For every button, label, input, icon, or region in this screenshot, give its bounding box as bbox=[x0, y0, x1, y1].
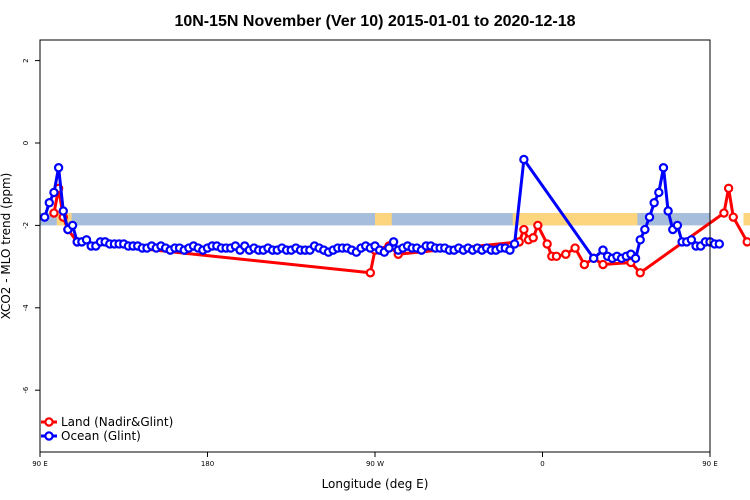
data-point bbox=[635, 235, 645, 245]
series-ocean bbox=[39, 154, 725, 264]
data-point bbox=[570, 243, 580, 253]
x-tick-label: 90 E bbox=[32, 460, 48, 468]
data-point bbox=[663, 206, 673, 216]
data-point bbox=[542, 239, 552, 249]
x-tick-label: 90 W bbox=[366, 460, 384, 468]
data-point bbox=[533, 220, 543, 231]
data-point bbox=[519, 154, 529, 165]
data-point bbox=[723, 183, 734, 194]
data-point bbox=[505, 245, 515, 255]
y-axis: 2 0 -2 -4 -6 bbox=[22, 40, 41, 452]
data-point bbox=[654, 187, 664, 198]
data-point bbox=[728, 212, 738, 222]
x-tick-label: 90 E bbox=[702, 460, 718, 468]
series-line bbox=[52, 186, 749, 275]
data-point bbox=[630, 253, 641, 264]
data-point bbox=[742, 237, 750, 247]
land-band-segment bbox=[512, 213, 638, 226]
land-ocean-band bbox=[40, 213, 750, 226]
data-point bbox=[53, 163, 64, 173]
data-point bbox=[649, 198, 659, 208]
data-point bbox=[686, 235, 697, 245]
data-point bbox=[644, 212, 655, 222]
data-point bbox=[509, 239, 520, 249]
data-point bbox=[714, 239, 725, 249]
data-point bbox=[561, 249, 571, 259]
data-point bbox=[719, 208, 729, 218]
legend-marker bbox=[44, 417, 54, 427]
x-tick-label: 0 bbox=[540, 460, 544, 468]
data-point bbox=[67, 220, 78, 231]
data-point bbox=[44, 198, 55, 208]
legend-label: Ocean (Glint) bbox=[61, 429, 141, 443]
data-point bbox=[635, 268, 645, 278]
y-tick-label: 2 bbox=[22, 58, 30, 62]
chart-title: 10N-15N November (Ver 10) 2015-01-01 to … bbox=[174, 13, 575, 30]
data-point bbox=[519, 224, 529, 235]
series-layer bbox=[39, 154, 750, 278]
data-point bbox=[640, 224, 650, 235]
data-point bbox=[384, 243, 394, 253]
x-axis-label: Longitude (deg E) bbox=[322, 477, 429, 491]
data-point bbox=[551, 251, 562, 261]
legend-item: Land (Nadir&Glint) bbox=[41, 415, 173, 429]
legend-label: Land (Nadir&Glint) bbox=[61, 415, 173, 429]
x-tick-label: 180 bbox=[201, 460, 214, 468]
data-point bbox=[49, 187, 59, 198]
data-point bbox=[365, 268, 376, 278]
data-point bbox=[58, 206, 68, 216]
land-band-segment bbox=[743, 213, 750, 226]
data-point bbox=[588, 253, 599, 264]
y-axis-label: XCO2 - MLO trend (ppm) bbox=[0, 173, 13, 320]
land-band-segment bbox=[375, 213, 392, 226]
x-axis: 90 E 180 90 W 0 90 E bbox=[32, 451, 718, 468]
y-tick-label: -4 bbox=[22, 304, 30, 312]
data-point bbox=[81, 235, 92, 245]
y-tick-label: -2 bbox=[22, 222, 30, 229]
data-point bbox=[598, 259, 608, 270]
data-point bbox=[579, 259, 590, 270]
y-tick-label: 0 bbox=[22, 141, 30, 145]
legend: Land (Nadir&Glint)Ocean (Glint) bbox=[41, 415, 173, 443]
data-point bbox=[388, 237, 399, 247]
y-tick-label: -6 bbox=[22, 386, 30, 394]
data-point bbox=[49, 208, 59, 218]
legend-item: Ocean (Glint) bbox=[41, 429, 141, 443]
data-point bbox=[39, 212, 50, 222]
data-point bbox=[672, 220, 683, 231]
legend-marker bbox=[44, 431, 54, 441]
data-point bbox=[598, 245, 608, 255]
data-point bbox=[658, 163, 669, 173]
data-point bbox=[528, 233, 538, 243]
